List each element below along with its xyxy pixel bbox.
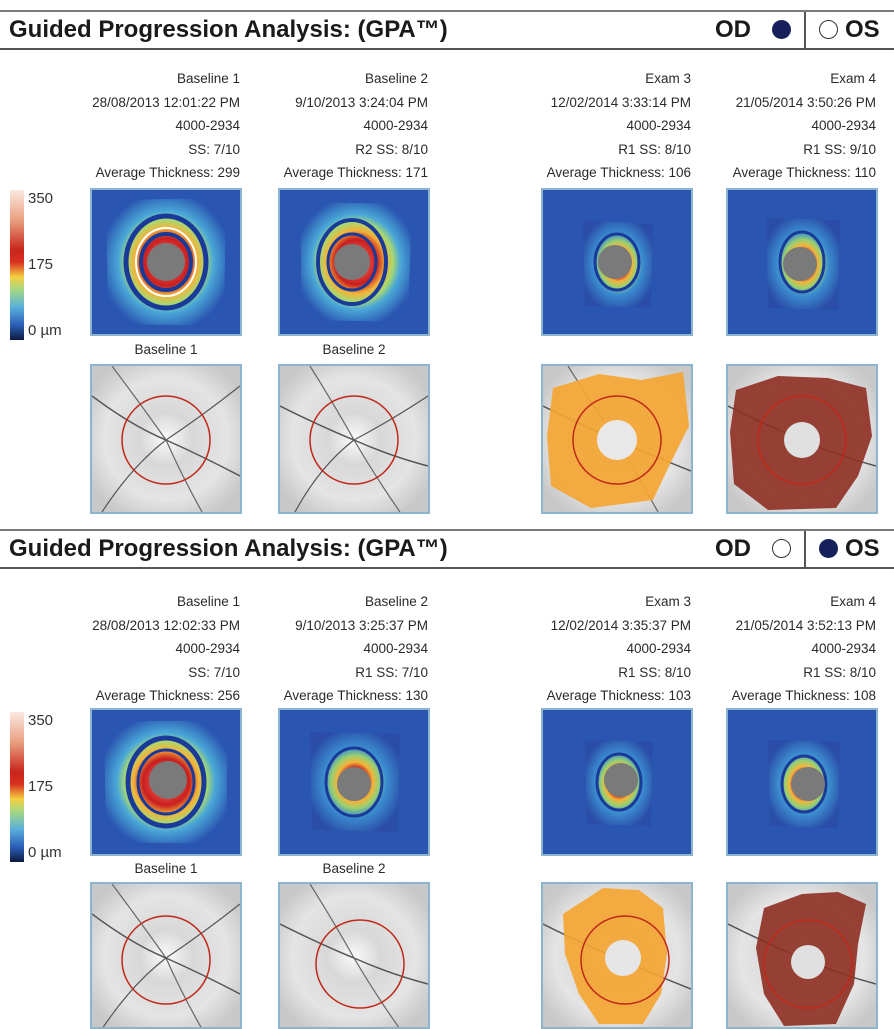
scale-gradient-bar xyxy=(10,190,24,340)
thickness-map-baseline-2 xyxy=(278,708,430,856)
thickness-map-baseline-2 xyxy=(278,188,430,336)
signal-strength: R1 SS: 8/10 xyxy=(803,664,876,680)
fundus-image-exam-4 xyxy=(726,364,878,514)
eye-divider xyxy=(804,12,806,48)
exam-info-exam-4: Exam 4 21/05/2014 3:50:26 PM 4000-2934 R… xyxy=(706,67,876,185)
signal-strength: R1 SS: 8/10 xyxy=(618,141,691,157)
thickness-map-baseline-1 xyxy=(90,708,242,856)
section-title: Guided Progression Analysis: (GPA™) xyxy=(9,535,448,562)
average-thickness: Average Thickness: 110 xyxy=(732,165,876,180)
od-selected-indicator xyxy=(772,20,791,39)
average-thickness: Average Thickness: 103 xyxy=(546,688,691,703)
device-serial: 4000-2934 xyxy=(363,641,428,656)
fundus-label-baseline-1: Baseline 1 xyxy=(134,342,198,357)
device-serial: 4000-2934 xyxy=(811,118,876,133)
average-thickness: Average Thickness: 299 xyxy=(95,165,240,180)
fundus-image-baseline-1 xyxy=(90,882,242,1029)
scale-min-label: 0 µm xyxy=(28,844,62,861)
scale-min-label: 0 µm xyxy=(28,322,62,339)
exam-date: 12/02/2014 3:35:37 PM xyxy=(550,617,691,633)
thickness-map-baseline-1 xyxy=(90,188,242,336)
fundus-label-baseline-2: Baseline 2 xyxy=(322,861,386,876)
device-serial: 4000-2934 xyxy=(175,641,240,656)
exam-date: 21/05/2014 3:50:26 PM xyxy=(735,94,876,110)
od-label: OD xyxy=(715,16,751,43)
signal-strength: SS: 7/10 xyxy=(188,664,240,680)
exam-date: 28/08/2013 12:02:33 PM xyxy=(92,617,240,633)
exam-date: 28/08/2013 12:01:22 PM xyxy=(92,94,240,110)
od-unselected-indicator xyxy=(772,539,791,558)
os-unselected-indicator xyxy=(819,20,838,39)
exam-info-exam-4: Exam 4 21/05/2014 3:52:13 PM 4000-2934 R… xyxy=(706,590,876,708)
fundus-label-baseline-2: Baseline 2 xyxy=(322,342,386,357)
average-thickness: Average Thickness: 106 xyxy=(546,165,691,180)
fundus-label-baseline-1: Baseline 1 xyxy=(134,861,198,876)
thickness-map-exam-4 xyxy=(726,708,878,856)
section-title: Guided Progression Analysis: (GPA™) xyxy=(9,16,448,43)
thickness-color-scale: 350 175 0 µm xyxy=(0,190,80,340)
thickness-map-exam-3 xyxy=(541,188,693,336)
scale-mid-label: 175 xyxy=(28,256,54,273)
os-selected-indicator xyxy=(819,539,838,558)
fundus-image-exam-3 xyxy=(541,882,693,1029)
thickness-color-scale: 350 175 0 µm xyxy=(0,712,80,862)
exam-info-baseline-1: Baseline 1 28/08/2013 12:02:33 PM 4000-2… xyxy=(70,590,240,708)
exam-label: Baseline 2 xyxy=(364,594,428,609)
section-header: Guided Progression Analysis: (GPA™) OD O… xyxy=(0,529,894,569)
exam-label: Baseline 1 xyxy=(176,594,240,609)
signal-strength: R1 SS: 9/10 xyxy=(803,141,876,157)
fundus-image-baseline-2 xyxy=(278,882,430,1029)
thickness-map-exam-4 xyxy=(726,188,878,336)
exam-info-exam-3: Exam 3 12/02/2014 3:33:14 PM 4000-2934 R… xyxy=(521,67,691,185)
exam-info-exam-3: Exam 3 12/02/2014 3:35:37 PM 4000-2934 R… xyxy=(521,590,691,708)
exam-info-baseline-1: Baseline 1 28/08/2013 12:01:22 PM 4000-2… xyxy=(70,67,240,185)
device-serial: 4000-2934 xyxy=(626,641,691,656)
signal-strength: R1 SS: 7/10 xyxy=(355,664,428,680)
device-serial: 4000-2934 xyxy=(363,118,428,133)
fundus-image-exam-4 xyxy=(726,882,878,1029)
device-serial: 4000-2934 xyxy=(811,641,876,656)
fundus-image-exam-3 xyxy=(541,364,693,514)
header-top-rule xyxy=(0,10,894,12)
signal-strength: SS: 7/10 xyxy=(188,141,240,157)
fundus-image-baseline-2 xyxy=(278,364,430,514)
exam-label: Exam 3 xyxy=(645,71,691,86)
average-thickness: Average Thickness: 108 xyxy=(731,688,876,703)
exam-label: Exam 4 xyxy=(830,594,876,609)
exam-date: 9/10/2013 3:25:37 PM xyxy=(295,617,428,633)
exam-label: Exam 3 xyxy=(645,594,691,609)
header-top-rule xyxy=(0,529,894,531)
signal-strength: R2 SS: 8/10 xyxy=(355,141,428,157)
exam-info-baseline-2: Baseline 2 9/10/2013 3:24:04 PM 4000-293… xyxy=(258,67,428,185)
scale-gradient-bar xyxy=(10,712,24,862)
signal-strength: R1 SS: 8/10 xyxy=(618,664,691,680)
exam-date: 9/10/2013 3:24:04 PM xyxy=(295,94,428,110)
scale-max-label: 350 xyxy=(28,190,54,207)
exam-label: Exam 4 xyxy=(830,71,876,86)
average-thickness: Average Thickness: 256 xyxy=(95,688,240,703)
header-bottom-rule xyxy=(0,567,894,569)
average-thickness: Average Thickness: 171 xyxy=(283,165,428,180)
fundus-image-baseline-1 xyxy=(90,364,242,514)
scale-max-label: 350 xyxy=(28,712,54,729)
exam-info-baseline-2: Baseline 2 9/10/2013 3:25:37 PM 4000-293… xyxy=(258,590,428,708)
gpa-section-od: Guided Progression Analysis: (GPA™) OD O… xyxy=(0,10,894,514)
exam-label: Baseline 1 xyxy=(176,71,240,86)
exam-label: Baseline 2 xyxy=(364,71,428,86)
od-label: OD xyxy=(715,535,751,562)
os-label: OS xyxy=(845,535,880,562)
thickness-map-exam-3 xyxy=(541,708,693,856)
eye-divider xyxy=(804,531,806,567)
exam-date: 12/02/2014 3:33:14 PM xyxy=(550,94,691,110)
device-serial: 4000-2934 xyxy=(175,118,240,133)
header-bottom-rule xyxy=(0,48,894,50)
section-header: Guided Progression Analysis: (GPA™) OD O… xyxy=(0,10,894,50)
exam-date: 21/05/2014 3:52:13 PM xyxy=(735,617,876,633)
device-serial: 4000-2934 xyxy=(626,118,691,133)
average-thickness: Average Thickness: 130 xyxy=(283,688,428,703)
scale-mid-label: 175 xyxy=(28,778,54,795)
gpa-section-os: Guided Progression Analysis: (GPA™) OD O… xyxy=(0,520,894,1029)
os-label: OS xyxy=(845,16,880,43)
